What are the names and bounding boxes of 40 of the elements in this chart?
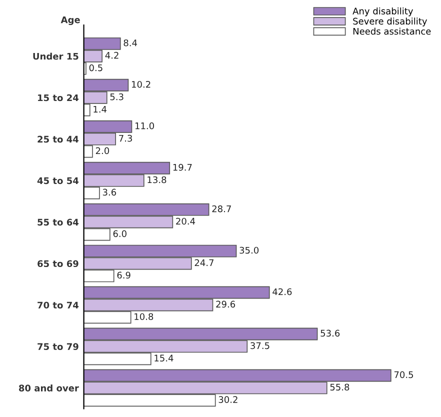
data-label: 20.4: [176, 218, 196, 225]
data-label: 37.5: [250, 342, 270, 350]
data-label: 70.5: [394, 371, 414, 378]
y-tick-label: 70 to 74: [38, 302, 79, 309]
data-label: 0.5: [89, 64, 102, 72]
y-axis-title: Age: [60, 16, 80, 26]
data-label: 55.8: [330, 384, 350, 391]
y-tick-label: 25 to 44: [38, 136, 79, 143]
y-tick-label: 15 to 24: [38, 94, 79, 102]
data-label: 11.0: [135, 122, 154, 130]
data-label: 8.4: [124, 39, 138, 46]
data-label: 1.4: [94, 106, 107, 113]
data-label: 35.0: [240, 246, 259, 254]
data-label: 7.3: [119, 134, 132, 142]
data-label: 10.8: [134, 313, 154, 320]
data-label: 28.7: [212, 205, 231, 212]
y-tick-label: 80 and over: [18, 384, 79, 392]
y-tick-label: 55 to 64: [38, 218, 79, 226]
legend-label: Needs assistance: [353, 28, 431, 35]
y-tick-label: 45 to 54: [37, 177, 79, 184]
data-label: 30.2: [218, 396, 238, 403]
data-label: 24.7: [194, 259, 214, 266]
data-label: 13.8: [148, 176, 166, 184]
data-label: 15.4: [154, 354, 174, 362]
legend-label: Any disability: [352, 8, 413, 16]
data-label: 42.6: [272, 288, 292, 296]
y-tick-label: 65 to 69: [38, 260, 78, 268]
data-label: 6.9: [117, 272, 130, 279]
data-label: 29.6: [216, 300, 236, 308]
data-label: 5.3: [110, 93, 124, 100]
y-tick-label: 75 to 79: [38, 343, 78, 350]
data-label: 3.6: [102, 188, 116, 196]
data-label: 53.6: [320, 330, 340, 337]
data-label: 4.2: [105, 52, 118, 59]
data-label: 2.0: [96, 147, 110, 154]
legend-label: Severe disability: [353, 18, 428, 26]
data-label: 10.2: [132, 80, 150, 88]
y-tick-label: Under 15: [33, 52, 78, 60]
data-label: 6.0: [113, 230, 126, 238]
data-label: 19.7: [173, 164, 192, 171]
